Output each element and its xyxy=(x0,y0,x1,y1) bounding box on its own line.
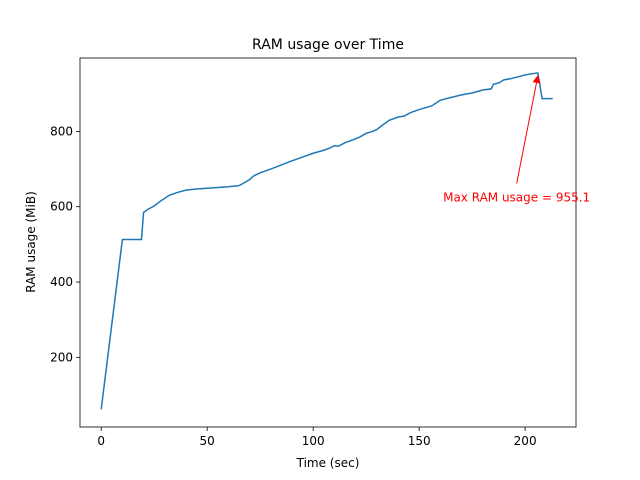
x-axis-label: Time (sec) xyxy=(296,456,360,470)
y-tick-label: 400 xyxy=(50,275,73,289)
x-tick-label: 0 xyxy=(97,434,105,448)
x-tick-label: 50 xyxy=(200,434,215,448)
plot-frame xyxy=(79,57,577,428)
y-tick-label: 600 xyxy=(50,200,73,214)
max-annotation-text: Max RAM usage = 955.1 xyxy=(443,191,590,205)
x-tick-label: 200 xyxy=(514,434,537,448)
y-tick-label: 800 xyxy=(50,124,73,138)
plot-area: 0 50 100 150 200 200 400 600 800 xyxy=(50,57,577,448)
x-tick-label: 150 xyxy=(408,434,431,448)
x-tick-label: 100 xyxy=(302,434,325,448)
y-axis: 200 400 600 800 xyxy=(50,124,80,364)
y-axis-label: RAM usage (MiB) xyxy=(24,191,38,293)
ram-usage-line xyxy=(100,72,553,410)
x-axis: 0 50 100 150 200 xyxy=(97,427,537,448)
chart-title: RAM usage over Time xyxy=(252,37,404,53)
max-annotation-arrow xyxy=(516,75,541,184)
y-tick-label: 200 xyxy=(50,350,73,364)
